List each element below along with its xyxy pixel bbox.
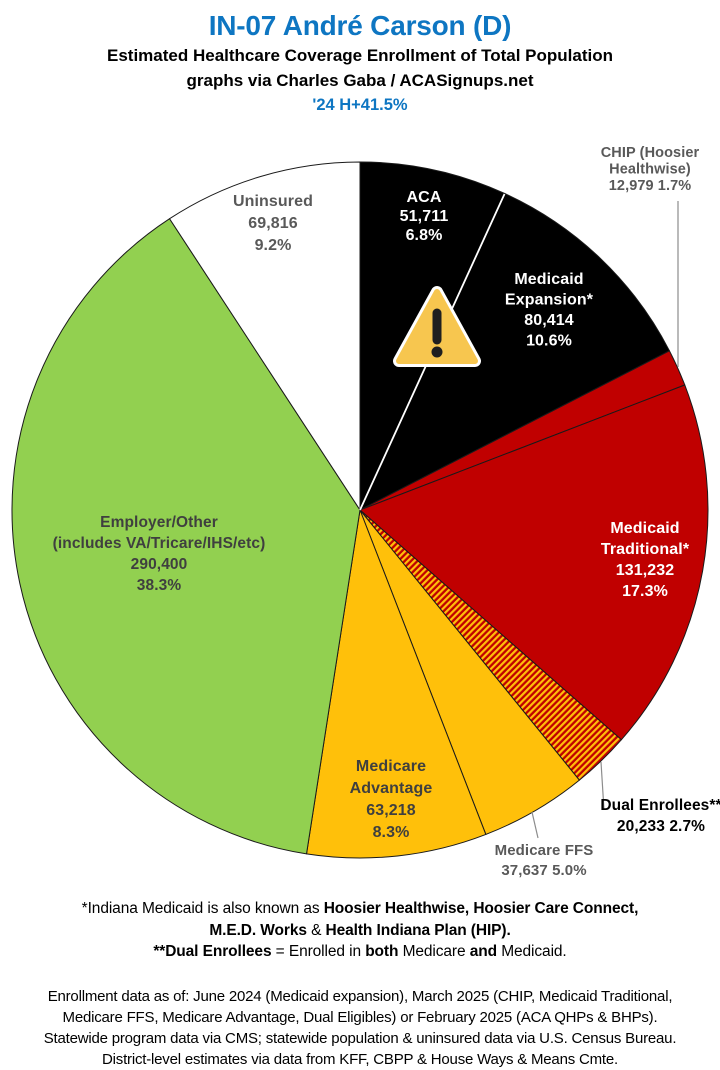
text-segment: Hoosier Healthwise, Hoosier Care Connect… bbox=[323, 900, 639, 917]
text-segment: M.E.D. Works bbox=[209, 921, 307, 939]
text-segment: Health Indiana Plan (HIP). bbox=[325, 921, 511, 939]
text-segment: = Enrolled in bbox=[271, 943, 366, 960]
text-segment: **Dual Enrollees bbox=[153, 943, 272, 960]
page-title: IN-07 André Carson (D) bbox=[208, 10, 512, 41]
data-sources-note: Enrollment data as of: June 2024 (Medica… bbox=[0, 986, 720, 1070]
pie-slice-uninsured bbox=[169, 161, 361, 511]
text-segment: Medicaid. bbox=[497, 943, 567, 960]
sources-line-1: Enrollment data as of: June 2024 (Medica… bbox=[47, 988, 673, 1005]
pie-label-uninsured: Uninsured 69,816 9.2% bbox=[233, 193, 313, 254]
warning-icon-exclamation-dot bbox=[431, 346, 443, 358]
warning-icon bbox=[393, 286, 481, 367]
chart-attribution: graphs via Charles Gaba / ACASignups.net bbox=[186, 71, 534, 90]
pie-label-employer-other: Employer/Other (includes VA/Tricare/IHS/e… bbox=[53, 514, 266, 594]
pie-slice-medicaid-traditional bbox=[359, 384, 709, 741]
sources-line-2: Medicare FFS, Medicare Advantage, Dual E… bbox=[62, 1009, 658, 1026]
pie-slice-medicare-advantage bbox=[306, 509, 487, 859]
text-segment: and bbox=[469, 943, 497, 960]
pie-label-aca: ACA 51,711 6.8% bbox=[400, 189, 449, 244]
pie-label-medicaid-traditional: Medicaid Traditional* 131,232 17.3% bbox=[601, 520, 690, 600]
footnote-line-3: **Dual Enrollees = Enrolled in both Medi… bbox=[0, 941, 720, 963]
text-segment: Medicare bbox=[398, 943, 470, 960]
pie-slice-medicaid-expansion bbox=[359, 193, 670, 511]
enrollment-change-label: '24 H+41.5% bbox=[312, 96, 408, 114]
pie-label-dual-enrollees: Dual Enrollees** 20,233 2.7% bbox=[600, 797, 720, 835]
pie-label-medicare-advantage: Medicare Advantage 63,218 8.3% bbox=[350, 758, 433, 841]
leader-line-3 bbox=[531, 811, 539, 839]
pie-label-chip-hoosier-healthwise: CHIP (Hoosier Healthwise) 12,979 1.7% bbox=[601, 145, 700, 194]
pie-label-medicare-ffs: Medicare FFS 37,637 5.0% bbox=[495, 842, 594, 879]
pie-label-medicaid-expansion: Medicaid Expansion* 80,414 10.6% bbox=[505, 271, 594, 350]
footnote-line-2: M.E.D. Works & Health Indiana Plan (HIP)… bbox=[0, 920, 720, 942]
chart-subtitle: Estimated Healthcare Coverage Enrollment… bbox=[107, 46, 613, 65]
leader-line-2 bbox=[600, 761, 605, 811]
footnote-line-1: *Indiana Medicaid is also known as Hoosi… bbox=[0, 898, 720, 920]
text-segment: *Indiana Medicaid is also known as bbox=[81, 900, 324, 917]
sources-line-4: District-level estimates via data from K… bbox=[102, 1051, 618, 1068]
text-segment: & bbox=[306, 921, 326, 939]
sources-line-3: Statewide program data via CMS; statewid… bbox=[43, 1030, 677, 1047]
text-segment: both bbox=[365, 943, 399, 960]
footnote-block: *Indiana Medicaid is also known as Hoosi… bbox=[0, 898, 720, 963]
